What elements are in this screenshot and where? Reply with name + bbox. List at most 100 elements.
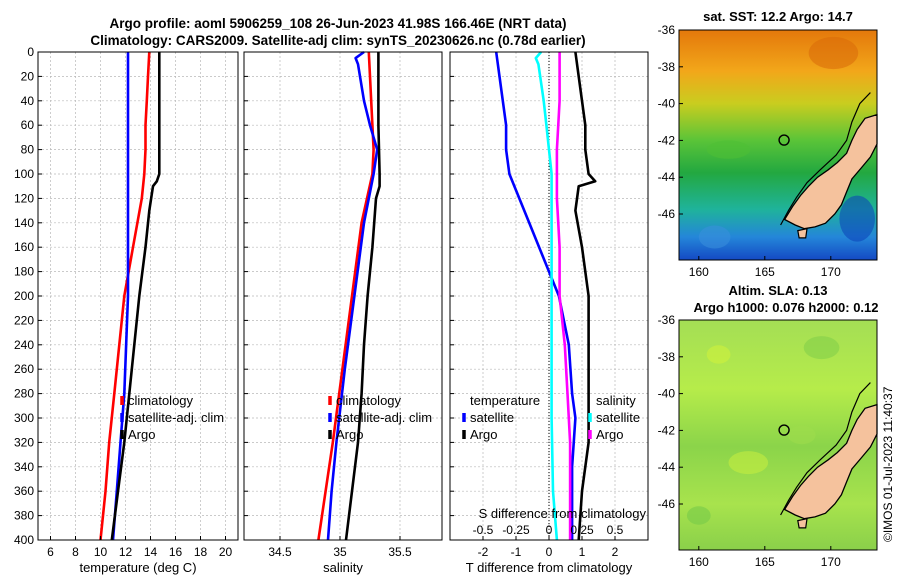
lon-tick-label: 160 <box>689 265 709 279</box>
difference-panel: -2 -1 0 1 2T difference from climatology S di… <box>449 51 649 575</box>
s-tick-label: 0 <box>546 523 553 537</box>
depth-tick-label: 180 <box>14 265 34 279</box>
land-stewart-island <box>797 517 808 529</box>
lon-tick-label: 160 <box>689 555 709 569</box>
depth-contour <box>780 92 871 226</box>
depth-tick-label: 220 <box>14 313 34 327</box>
salinity-panel: 34.5 35 35.5 salinity climatology satellite-a… <box>243 50 443 575</box>
sst-map-title: sat. SST: 12.2 Argo: 14.7 <box>703 9 853 24</box>
s-tick-label: 0.5 <box>607 523 624 537</box>
series-argo <box>344 52 381 541</box>
map-frame <box>678 319 878 551</box>
x-tick-label: 34.5 <box>268 545 292 559</box>
map-texture <box>787 425 816 445</box>
lat-tick-label: -44 <box>658 460 676 474</box>
x-tick-label: 14 <box>144 545 158 559</box>
legend-label: Argo <box>596 427 623 442</box>
series-climatology <box>317 51 375 541</box>
lon-tick-label: 170 <box>821 555 841 569</box>
lat-tick-label: -36 <box>658 23 676 37</box>
figure-title-line1: Argo profile: aoml 5906259_108 26-Jun-20… <box>110 16 567 31</box>
series-satellite-adj-clim <box>326 50 379 541</box>
depth-tick-label: 160 <box>14 240 34 254</box>
series-temperature-satellite <box>494 51 577 540</box>
x-tick-label: -2 <box>478 545 489 559</box>
series-salinity-argo <box>555 52 572 540</box>
x-tick-label: -1 <box>511 545 522 559</box>
depth-tick-label: 280 <box>14 387 34 401</box>
lat-tick-label: -42 <box>658 133 676 147</box>
x-tick-label: 16 <box>169 545 183 559</box>
legend-label: Argo <box>336 427 363 442</box>
lon-tick-label: 165 <box>755 265 775 279</box>
lat-tick-label: -44 <box>658 170 676 184</box>
depth-tick-label: 100 <box>14 167 34 181</box>
map-texture <box>728 451 769 475</box>
x-axis-label: temperature (deg C) <box>79 560 196 575</box>
legend-label: Argo <box>128 427 155 442</box>
figure-title-line2: Climatology: CARS2009. Satellite-adj cli… <box>90 33 585 48</box>
legend-label: Argo <box>470 427 497 442</box>
float-position-marker <box>778 424 790 436</box>
x-tick-label: 6 <box>47 545 54 559</box>
x-axis-label: salinity <box>323 560 363 575</box>
lat-tick-label: -42 <box>658 423 676 437</box>
map-texture <box>706 140 751 159</box>
depth-tick-label: 400 <box>14 533 34 547</box>
s-tick-label: -0.25 <box>502 523 530 537</box>
s-axis-label: S difference from climatology <box>479 506 647 521</box>
map-texture <box>706 345 731 364</box>
float-position-marker <box>778 134 790 146</box>
lat-tick-label: -40 <box>658 387 676 401</box>
x-tick-label: 10 <box>94 545 108 559</box>
lat-tick-label: -38 <box>658 60 676 74</box>
lon-tick-label: 165 <box>755 555 775 569</box>
lon-tick-label: 170 <box>821 265 841 279</box>
depth-tick-label: 380 <box>14 509 34 523</box>
x-tick-label: 1 <box>579 545 586 559</box>
x-tick-label: 20 <box>219 545 233 559</box>
map-texture <box>686 506 711 525</box>
depth-tick-label: 240 <box>14 338 34 352</box>
sla-map: -36 -38 -40 -42 -44 -46 160 165 170 <box>658 313 878 569</box>
map-texture <box>808 36 859 70</box>
x-tick-label: 18 <box>194 545 208 559</box>
depth-tick-label: 60 <box>21 118 35 132</box>
lat-tick-label: -36 <box>658 313 676 327</box>
x-tick-label: 0 <box>546 545 553 559</box>
depth-tick-label: 0 <box>27 45 34 59</box>
series-argo <box>110 52 161 541</box>
depth-tick-label: 320 <box>14 435 34 449</box>
series-salinity-satellite <box>534 51 559 541</box>
legend-title-salinity: salinity <box>596 393 636 408</box>
depth-tick-label: 140 <box>14 216 34 230</box>
land-stewart-island <box>797 227 808 239</box>
depth-tick-label: 200 <box>14 289 34 303</box>
sla-map-title-line2: Argo h1000: 0.076 h2000: 0.12 <box>694 300 879 315</box>
legend-label: satellite-adj. clim <box>128 410 224 425</box>
temperature-panel: 0 20 40 60 80 100 120 140 160 180 200 220 240 260 280 3… <box>14 45 239 575</box>
legend-label: satellite <box>596 410 640 425</box>
legend-title-temperature: temperature <box>470 393 540 408</box>
series-climatology <box>99 51 151 541</box>
map-texture <box>698 225 731 249</box>
depth-tick-label: 120 <box>14 191 34 205</box>
imos-credit: ©IMOS 01-Jul-2023 11:40:37 <box>881 386 895 542</box>
s-tick-label: 0.25 <box>570 523 594 537</box>
lat-tick-label: -38 <box>658 350 676 364</box>
map-texture <box>839 195 876 242</box>
legend-label: climatology <box>336 393 402 408</box>
depth-tick-label: 80 <box>21 143 35 157</box>
sla-map-title-line1: Altim. SLA: 0.13 <box>729 283 828 298</box>
map-texture <box>803 336 840 360</box>
x-axis-label: T difference from climatology <box>466 560 633 575</box>
sst-map: -36 -38 -40 -42 -44 -46 160 165 170 <box>658 23 878 279</box>
depth-tick-label: 360 <box>14 484 34 498</box>
s-tick-label: -0.5 <box>473 523 494 537</box>
legend-label: climatology <box>128 393 194 408</box>
depth-tick-label: 20 <box>21 69 35 83</box>
depth-tick-label: 40 <box>21 94 35 108</box>
depth-tick-label: 260 <box>14 362 34 376</box>
legend-label: satellite <box>470 410 514 425</box>
